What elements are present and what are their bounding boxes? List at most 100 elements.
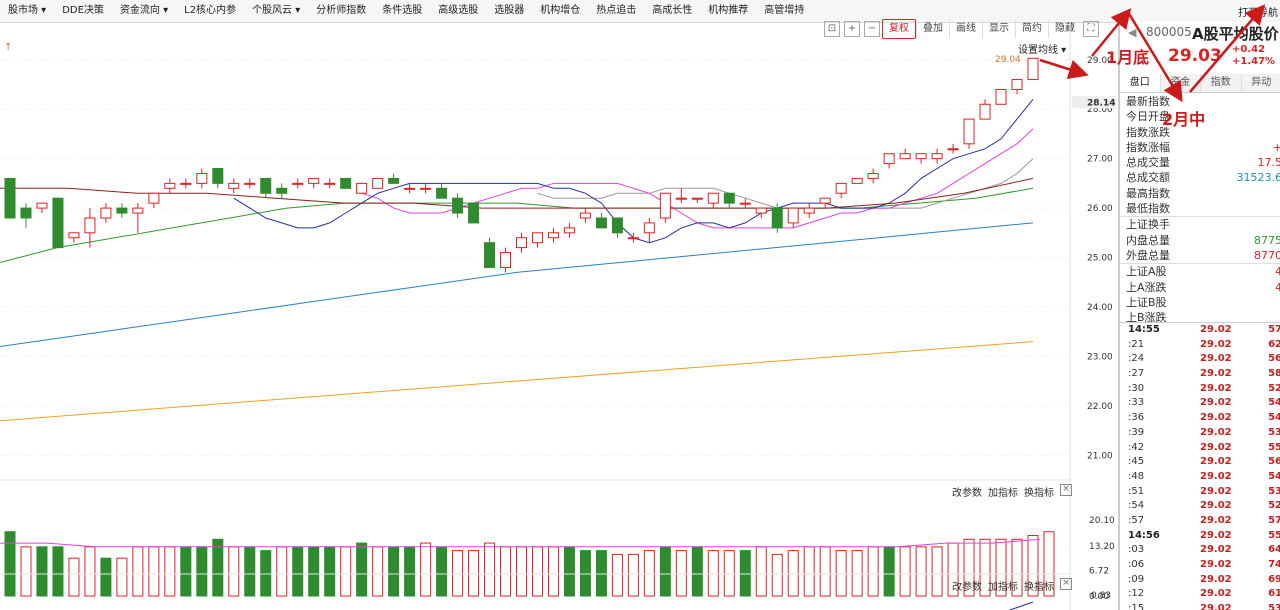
candle[interactable] [835, 182, 847, 199]
candle[interactable] [356, 182, 368, 194]
candle[interactable] [292, 178, 304, 189]
candle[interactable] [276, 183, 288, 199]
candle[interactable] [116, 203, 128, 218]
zoom-out-icon[interactable]: − [864, 21, 880, 37]
candle[interactable] [563, 222, 575, 238]
vol-switch-indicator-button[interactable]: 换指标 [1024, 488, 1054, 499]
menu-item[interactable]: 股市场 ▾ [8, 5, 47, 16]
menu-item[interactable]: 选股器 [494, 5, 525, 16]
candle[interactable] [1011, 79, 1023, 95]
candle[interactable] [867, 168, 879, 184]
candle[interactable] [531, 232, 543, 248]
ind-add-indicator-button[interactable]: 加指标 [988, 582, 1018, 593]
candle[interactable] [100, 203, 112, 223]
simple-button[interactable]: 简约 [1015, 20, 1048, 38]
hide-button[interactable]: 隐藏 [1048, 20, 1081, 38]
candle[interactable] [324, 178, 336, 189]
candle[interactable] [947, 143, 959, 154]
menu-item[interactable]: L2核心内参 [184, 5, 237, 16]
candle[interactable] [260, 177, 272, 199]
candle[interactable] [4, 177, 16, 219]
menu-item[interactable]: 资金流向 ▾ [119, 5, 169, 16]
close-icon[interactable]: × [1060, 484, 1072, 496]
candle[interactable] [132, 203, 144, 233]
candle[interactable] [212, 168, 224, 189]
candle[interactable] [899, 148, 911, 160]
draw-line-button[interactable]: 画线 [949, 20, 982, 38]
candle[interactable] [228, 178, 240, 194]
candle[interactable] [691, 197, 703, 204]
candle[interactable] [452, 193, 464, 218]
candle[interactable] [627, 232, 639, 243]
price-chart[interactable]: 29.00 28.00 27.00 26.00 25.00 24.00 23.00 22.00… [0, 22, 1118, 610]
menu-item[interactable]: DDE决策 [62, 5, 104, 16]
fuquan-button[interactable]: 复权 [882, 19, 916, 39]
candle[interactable] [148, 192, 160, 209]
candle[interactable] [468, 202, 480, 224]
candle[interactable] [180, 178, 192, 189]
candle[interactable] [915, 153, 927, 164]
menu-item[interactable]: 高级选股 [438, 5, 479, 16]
candle[interactable] [404, 183, 416, 194]
close-icon[interactable]: × [1060, 578, 1072, 590]
candle[interactable] [771, 203, 783, 233]
menu-item[interactable]: 机构增仓 [540, 5, 581, 16]
candle[interactable] [340, 177, 352, 189]
candle[interactable] [675, 188, 687, 204]
vol-add-indicator-button[interactable]: 加指标 [988, 488, 1018, 499]
tab-1[interactable]: 资金 [1161, 74, 1201, 92]
candle[interactable] [579, 208, 591, 223]
ma-setting-button[interactable]: 设置均线 ▾ [1018, 45, 1067, 56]
candle[interactable] [723, 192, 735, 209]
vol-params-button[interactable]: 改参数 [952, 488, 982, 499]
candle[interactable] [643, 217, 655, 243]
candle[interactable] [659, 192, 671, 223]
ind-params-button[interactable]: 改参数 [952, 582, 982, 593]
candle[interactable] [308, 177, 320, 189]
open-navigation-link[interactable]: 打开导航 [1238, 8, 1278, 19]
candle[interactable] [68, 232, 80, 243]
candle[interactable] [196, 168, 208, 189]
candle[interactable] [883, 153, 895, 169]
menu-item[interactable]: 分析师指数 [316, 5, 367, 16]
candle[interactable] [787, 207, 799, 228]
menu-item[interactable]: 条件选股 [382, 5, 423, 16]
lock-icon[interactable]: ⊡ [824, 21, 840, 37]
candle[interactable] [52, 197, 64, 249]
tab-2[interactable]: 指数 [1201, 74, 1242, 92]
candle[interactable] [547, 227, 559, 243]
menu-item[interactable]: 机构推荐 [708, 5, 749, 16]
candle[interactable] [436, 183, 448, 199]
candle[interactable] [420, 183, 432, 194]
candle[interactable] [372, 177, 384, 189]
prev-arrow-icon[interactable]: ◀ [1128, 26, 1137, 39]
menu-item[interactable]: 个股风云 ▾ [252, 5, 301, 16]
candle[interactable] [20, 203, 32, 228]
ind-switch-indicator-button[interactable]: 换指标 [1024, 582, 1054, 593]
candle[interactable] [164, 178, 176, 194]
candle[interactable] [739, 198, 751, 209]
candle[interactable] [484, 237, 496, 268]
zoom-in-icon[interactable]: + [844, 21, 860, 37]
candle[interactable] [500, 247, 512, 273]
candle[interactable] [803, 203, 815, 218]
overlay-button[interactable]: 叠加 [916, 20, 949, 38]
tab-3[interactable]: 异动 [1242, 74, 1280, 92]
candle[interactable] [755, 207, 767, 218]
menu-item[interactable]: 高成长性 [652, 5, 693, 16]
candle[interactable] [819, 197, 831, 209]
display-button[interactable]: 显示 [982, 20, 1015, 38]
candle[interactable] [963, 118, 975, 149]
candle[interactable] [931, 148, 943, 164]
menu-item[interactable]: 热点追击 [596, 5, 637, 16]
candle[interactable] [707, 192, 719, 209]
candle[interactable] [1027, 57, 1039, 81]
candle[interactable] [995, 88, 1007, 105]
menu-item[interactable]: 高管增持 [764, 5, 805, 16]
candle[interactable] [36, 202, 48, 214]
candle[interactable] [595, 213, 607, 229]
tab-0[interactable]: 盘口 [1120, 74, 1161, 92]
candle[interactable] [388, 173, 400, 184]
candle[interactable] [979, 99, 991, 120]
candle[interactable] [244, 178, 256, 189]
